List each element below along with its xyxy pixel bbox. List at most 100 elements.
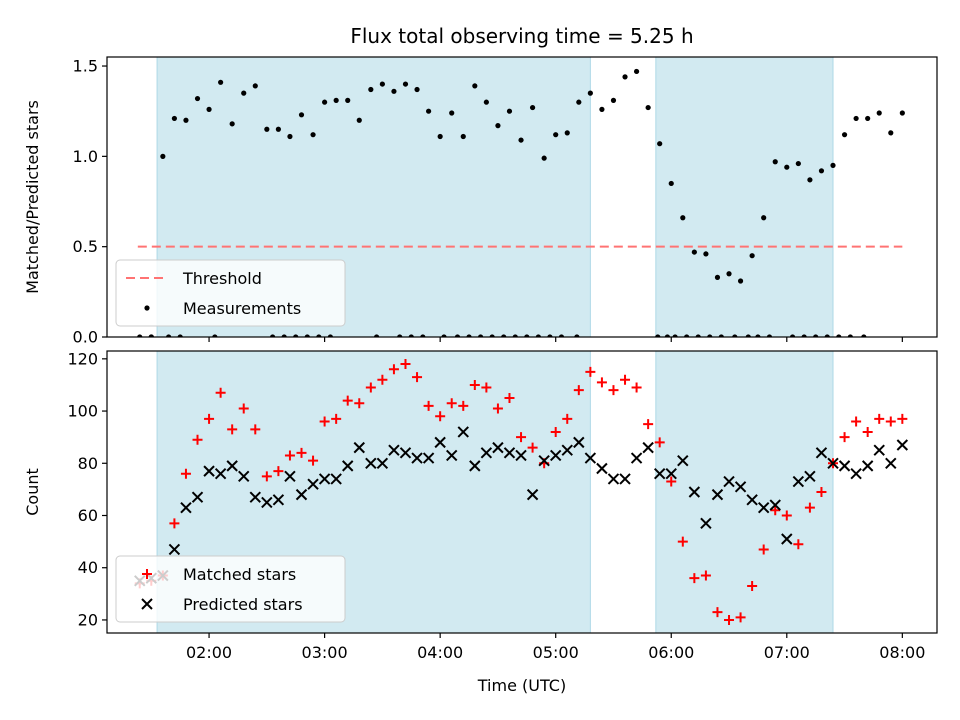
data-point <box>400 359 411 370</box>
data-point <box>458 400 469 411</box>
data-point <box>374 334 380 337</box>
data-point <box>469 460 481 472</box>
data-point <box>322 99 328 105</box>
y-tick-label: 1.5 <box>73 57 98 76</box>
data-point <box>746 494 758 506</box>
data-point <box>492 441 504 454</box>
data-point <box>310 132 316 138</box>
data-point <box>718 334 724 337</box>
data-point <box>388 444 400 456</box>
data-point <box>885 457 897 469</box>
data-point <box>192 434 203 445</box>
data-point <box>630 452 643 464</box>
data-point <box>707 334 713 337</box>
data-point <box>724 614 735 625</box>
data-point <box>353 441 365 454</box>
data-point <box>847 334 853 337</box>
data-point <box>169 518 180 529</box>
data-point <box>862 426 873 437</box>
data-point <box>657 141 663 147</box>
data-point <box>723 475 735 488</box>
data-point <box>608 385 619 396</box>
data-point <box>824 334 830 337</box>
data-point <box>261 471 272 482</box>
data-point <box>876 110 882 116</box>
data-point <box>504 393 515 403</box>
data-point <box>758 544 769 555</box>
data-point <box>547 334 553 337</box>
data-point <box>619 473 631 485</box>
data-point <box>238 403 249 414</box>
data-point <box>308 455 319 466</box>
data-point <box>275 126 281 132</box>
data-point <box>293 334 299 337</box>
data-point <box>377 374 388 385</box>
data-point <box>813 334 819 337</box>
data-point <box>899 110 905 116</box>
data-point <box>550 426 561 437</box>
data-point <box>691 249 697 255</box>
data-point <box>365 457 377 469</box>
data-point <box>264 126 270 132</box>
data-point <box>437 133 443 140</box>
data-point <box>281 334 287 337</box>
data-point <box>166 334 172 337</box>
data-point <box>541 155 547 161</box>
data-point <box>850 468 862 480</box>
data-point <box>781 510 792 521</box>
data-point <box>368 86 374 93</box>
data-point <box>734 481 747 493</box>
data-point <box>180 468 191 479</box>
data-point <box>688 486 701 498</box>
data-point <box>414 86 420 93</box>
data-point <box>792 475 805 488</box>
data-point <box>853 115 859 122</box>
data-point <box>620 374 631 385</box>
data-point <box>665 468 677 480</box>
data-point <box>454 334 461 337</box>
data-point <box>287 133 293 140</box>
data-point <box>789 334 796 337</box>
x-axis-label: Time (UTC) <box>477 676 566 695</box>
plot-area <box>137 68 905 337</box>
data-point <box>345 97 351 103</box>
data-point <box>426 108 432 114</box>
data-point <box>249 491 261 503</box>
data-point <box>412 372 423 383</box>
data-point <box>356 117 362 123</box>
legend-swatch <box>141 598 153 610</box>
data-point <box>584 452 597 464</box>
x-tick-label: 03:00 <box>302 643 348 662</box>
legend: Threshold Measurements <box>115 259 346 327</box>
data-point <box>653 468 666 480</box>
data-point <box>573 436 585 449</box>
data-point <box>558 334 565 337</box>
data-point <box>376 457 389 469</box>
data-point <box>227 424 238 435</box>
data-point <box>319 416 330 427</box>
legend-box <box>115 259 346 327</box>
y-tick-label: 20 <box>78 610 98 629</box>
data-point <box>549 449 562 462</box>
data-point <box>446 449 458 462</box>
data-point <box>422 452 435 464</box>
data-point <box>873 444 885 456</box>
y-tick-label: 100 <box>67 402 98 421</box>
data-point <box>897 413 908 424</box>
data-point <box>252 83 258 89</box>
data-point <box>330 473 342 485</box>
data-point <box>815 447 828 459</box>
data-point <box>295 488 308 501</box>
data-point <box>816 487 827 497</box>
data-point <box>795 160 801 167</box>
data-point <box>449 110 455 116</box>
data-point <box>411 452 423 464</box>
data-point <box>700 517 712 530</box>
data-point <box>874 413 885 424</box>
data-point <box>553 132 559 138</box>
data-point <box>506 108 513 114</box>
data-point <box>342 460 354 472</box>
data-point <box>229 121 235 127</box>
data-point <box>466 334 472 337</box>
